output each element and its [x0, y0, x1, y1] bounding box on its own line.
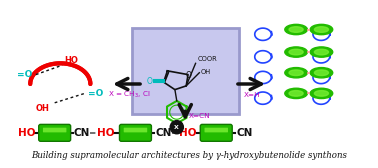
Text: CN: CN: [236, 128, 253, 138]
Text: COOR: COOR: [197, 56, 217, 62]
Text: HO: HO: [97, 128, 114, 138]
Text: OH: OH: [35, 104, 49, 113]
Ellipse shape: [314, 49, 328, 55]
Ellipse shape: [289, 91, 303, 96]
Ellipse shape: [285, 88, 307, 99]
Text: =O: =O: [88, 89, 104, 98]
FancyBboxPatch shape: [124, 128, 147, 132]
Ellipse shape: [314, 70, 328, 76]
FancyBboxPatch shape: [119, 124, 152, 141]
Text: =O: =O: [17, 70, 32, 79]
Text: X = CH$_3$, Cl: X = CH$_3$, Cl: [108, 90, 150, 100]
Ellipse shape: [289, 27, 303, 32]
Ellipse shape: [310, 68, 333, 78]
FancyBboxPatch shape: [132, 28, 239, 114]
Text: HO: HO: [64, 56, 78, 65]
Ellipse shape: [285, 47, 307, 57]
FancyBboxPatch shape: [200, 124, 232, 141]
Ellipse shape: [289, 70, 303, 76]
Text: Building supramolecular architectures by γ-hydroxybutenolide synthons: Building supramolecular architectures by…: [31, 151, 347, 160]
Circle shape: [170, 121, 183, 134]
Ellipse shape: [310, 47, 333, 57]
FancyBboxPatch shape: [43, 128, 67, 132]
Text: X: X: [174, 125, 179, 130]
Ellipse shape: [314, 91, 328, 96]
Text: O: O: [186, 71, 192, 80]
Text: CN: CN: [74, 128, 90, 138]
FancyBboxPatch shape: [39, 124, 71, 141]
Ellipse shape: [310, 88, 333, 99]
FancyBboxPatch shape: [204, 128, 228, 132]
Text: O: O: [147, 77, 152, 86]
Ellipse shape: [285, 24, 307, 35]
Ellipse shape: [285, 68, 307, 78]
Text: X=H: X=H: [244, 92, 260, 98]
Text: HO: HO: [18, 128, 35, 138]
Text: X=CN: X=CN: [189, 113, 211, 119]
Text: CN: CN: [155, 128, 172, 138]
Ellipse shape: [314, 27, 328, 32]
Ellipse shape: [310, 24, 333, 35]
Text: HO: HO: [179, 128, 197, 138]
Ellipse shape: [289, 49, 303, 55]
Text: OH: OH: [200, 69, 211, 75]
